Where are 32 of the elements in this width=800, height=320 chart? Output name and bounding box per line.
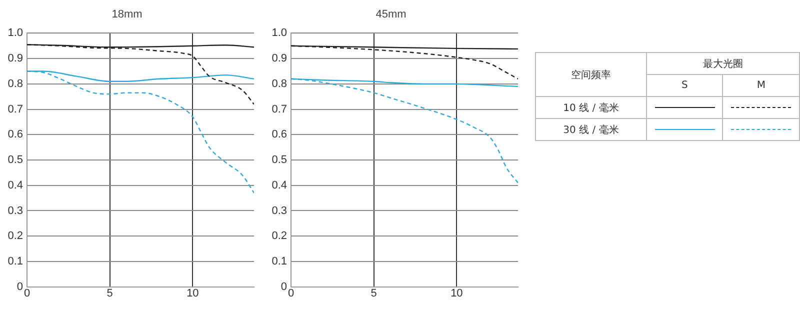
y-tick-label: 0.1: [8, 255, 23, 268]
y-tick-label: 0.8: [8, 78, 23, 90]
y-tick-label: 0.7: [272, 103, 287, 116]
x-tick-label: 5: [370, 287, 377, 300]
x-tick-label: 5: [106, 287, 113, 300]
y-tick-label: 0.9: [8, 52, 23, 65]
y-tick-label: 0.2: [272, 230, 287, 242]
text: 30 线 / 毫米: [536, 118, 646, 140]
y-tick-label: 0.1: [272, 255, 287, 268]
y-tick-label: 0.8: [272, 78, 287, 90]
y-tick-label: 0.3: [272, 204, 287, 217]
x-tick-label: 10: [186, 287, 199, 300]
text: 10 线 / 毫米: [536, 96, 646, 118]
y-tick-label: 0.5: [8, 154, 23, 166]
chart-title: 45mm: [376, 8, 406, 21]
y-tick-label: 1.0: [8, 27, 23, 40]
y-tick-label: 1.0: [272, 27, 287, 40]
y-tick-label: 0.6: [272, 128, 287, 141]
chart-title: 18mm: [112, 8, 142, 21]
y-tick-label: 0.3: [8, 204, 23, 217]
y-tick-label: 0.4: [8, 179, 23, 192]
y-tick-label: 0.6: [8, 128, 23, 141]
y-tick-label: 0.5: [272, 154, 287, 166]
y-tick-label: 0.9: [272, 52, 287, 65]
text: M: [722, 74, 800, 96]
x-tick-label: 10: [450, 287, 463, 300]
text: S: [646, 74, 723, 96]
y-tick-label: 0.7: [8, 103, 23, 116]
text: 最大光圈: [646, 52, 800, 74]
y-tick-label: 0.2: [8, 230, 23, 242]
text: 空间频率: [536, 52, 646, 96]
y-tick-label: 0.4: [272, 179, 287, 192]
